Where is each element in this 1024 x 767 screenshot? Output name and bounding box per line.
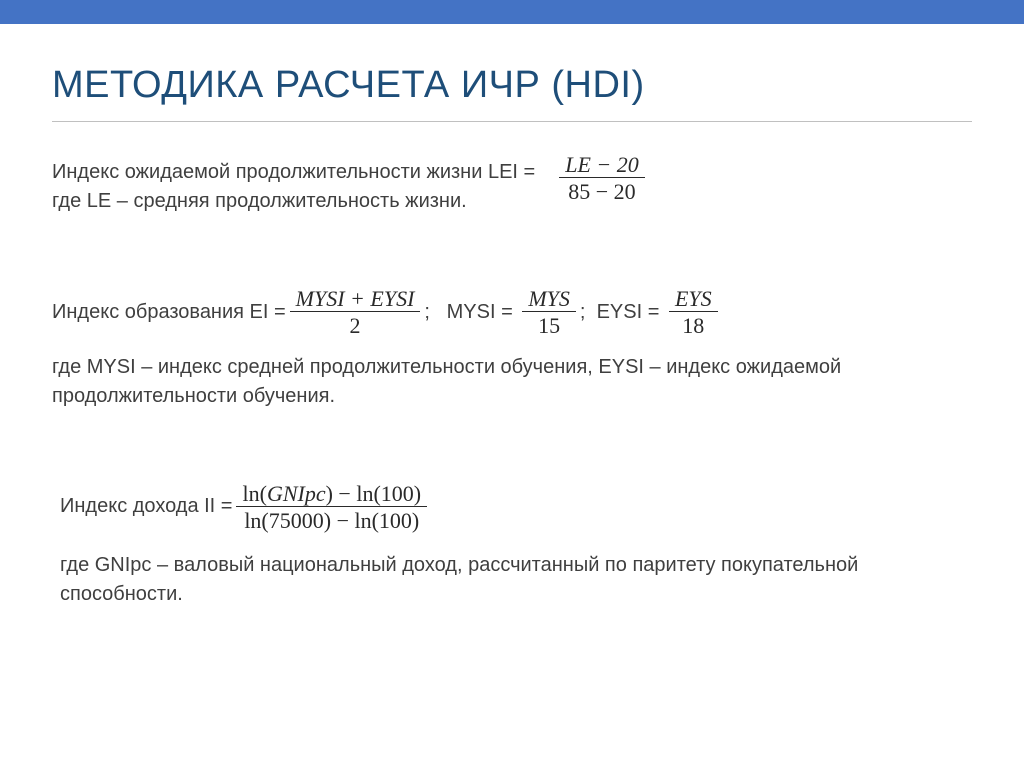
top-accent-bar [0,0,1024,24]
lei-den: 85 − 20 [559,178,645,204]
ei-den: 2 [290,312,421,338]
eysi-den: 18 [669,312,718,338]
ei-explain: где MYSI – индекс средней продолжительно… [52,353,972,411]
lei-label-2: где LE – средняя продолжительность жизни… [52,187,535,216]
ii-prefix: Индекс дохода II = [60,492,232,521]
lei-block: Индекс ожидаемой продолжительности жизни… [52,158,972,216]
lei-fraction: LE − 20 85 − 20 [559,152,645,205]
mysi-num: MYS [528,286,570,311]
ei-block: Индекс образования EI = MYSI + EYSI 2 ; … [52,286,972,411]
lei-label-1: Индекс ожидаемой продолжительности жизни… [52,158,535,187]
ei-fraction: MYSI + EYSI 2 [290,286,421,339]
ii-den: ln(75000) − ln(100) [236,507,427,533]
mysi-den: 15 [522,312,576,338]
ii-num: ln(GNIpc) − ln(100) [236,481,427,507]
lei-num: LE − 20 [565,152,639,177]
page-title: МЕТОДИКА РАСЧЕТА ИЧР (HDI) [52,64,972,122]
eysi-fraction: EYS 18 [669,286,718,339]
ii-explain: где GNIpc – валовый национальный доход, … [60,551,972,609]
ii-block: Индекс дохода II = ln(GNIpc) − ln(100) l… [52,481,972,610]
ei-prefix: Индекс образования EI = [52,298,286,327]
mysi-fraction: MYS 15 [522,286,576,339]
eysi-label: EYSI = [585,298,664,327]
eysi-num: EYS [675,286,712,311]
slide-content: МЕТОДИКА РАСЧЕТА ИЧР (HDI) Индекс ожидае… [0,24,1024,639]
ii-fraction: ln(GNIpc) − ln(100) ln(75000) − ln(100) [236,481,427,534]
ei-num: MYSI + EYSI [296,286,415,311]
mysi-label: MYSI = [430,298,518,327]
